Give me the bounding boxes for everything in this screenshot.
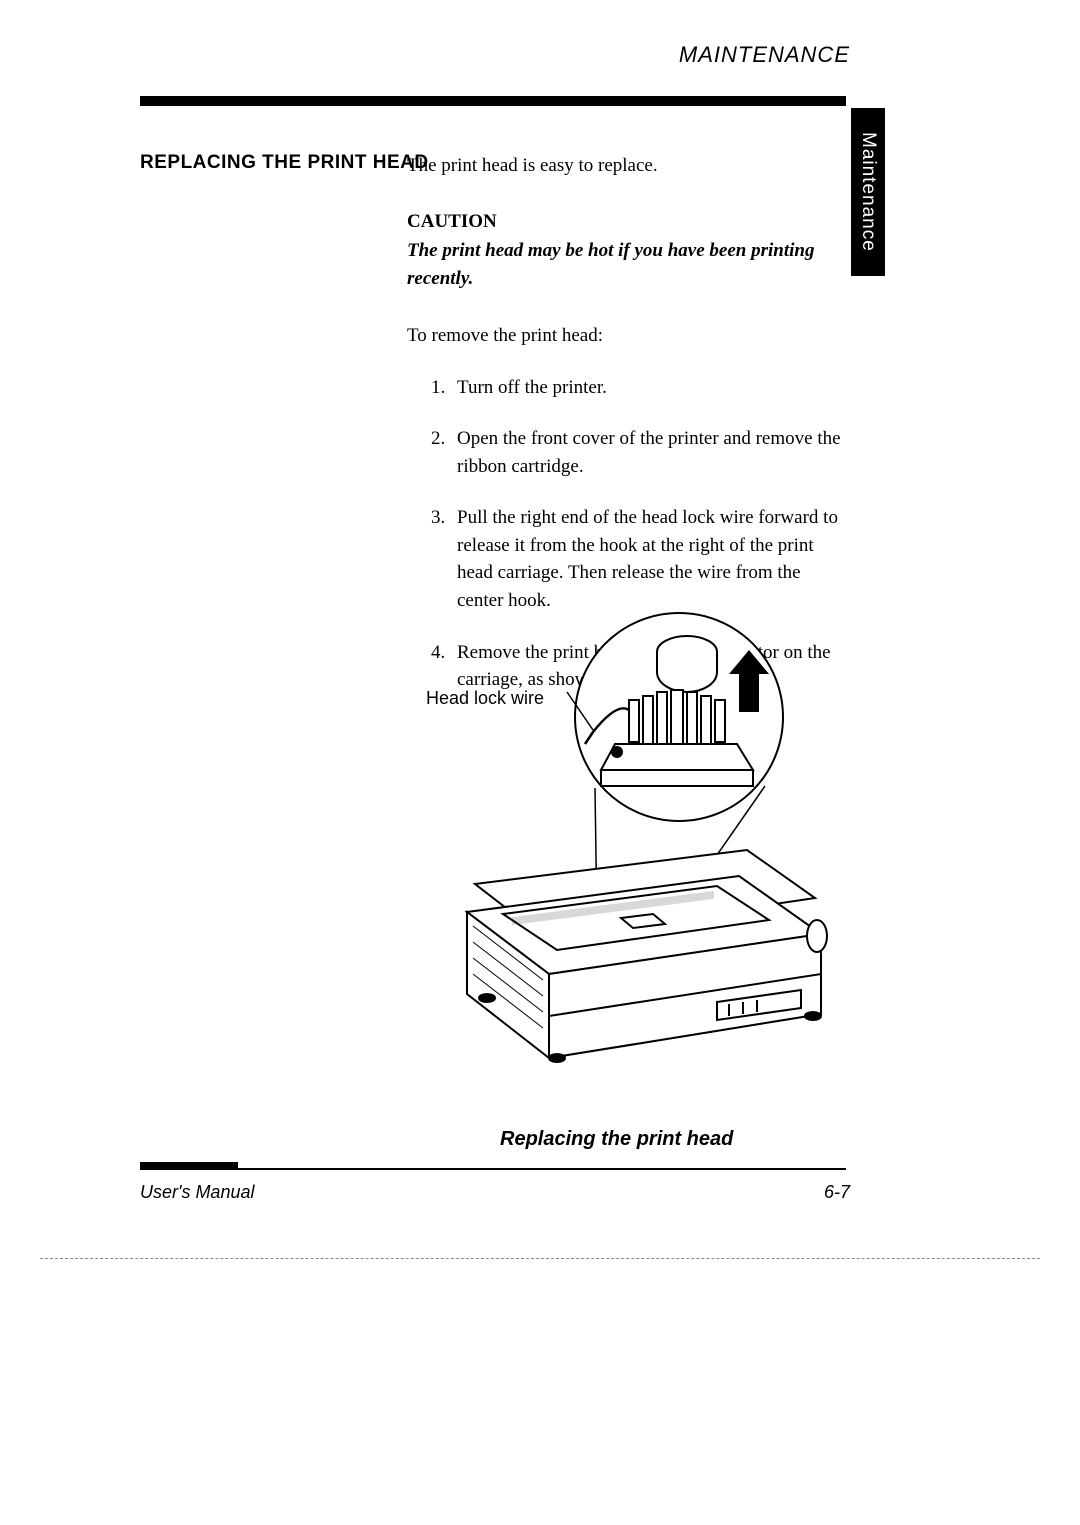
step-number: 1. (431, 374, 457, 402)
step-number: 3. (431, 504, 457, 614)
lead-text: To remove the print head: (407, 322, 845, 350)
list-item: 1.Turn off the printer. (407, 374, 845, 402)
caution-label: CAUTION (407, 208, 845, 236)
page-cut-line (40, 1258, 1040, 1259)
footer-left: User's Manual (140, 1182, 254, 1203)
top-rule (140, 96, 846, 106)
step-number: 2. (431, 425, 457, 480)
step-text: Open the front cover of the printer and … (457, 425, 845, 480)
page-header: MAINTENANCE (679, 42, 850, 68)
intro-text: The print head is easy to replace. (407, 152, 845, 180)
bottom-rule (140, 1168, 846, 1170)
side-tab-label: Maintenance (857, 132, 879, 252)
list-item: 2.Open the front cover of the printer an… (407, 425, 845, 480)
section-title: REPLACING THE PRINT HEAD (140, 152, 429, 174)
step-text: Pull the right end of the head lock wire… (457, 504, 845, 614)
page: MAINTENANCE Maintenance REPLACING THE PR… (0, 0, 1080, 1250)
figure-diagram (407, 602, 847, 1107)
footer-right: 6-7 (824, 1182, 850, 1203)
figure-caption: Replacing the print head (500, 1128, 733, 1151)
step-text: Turn off the printer. (457, 374, 845, 402)
list-item: 3.Pull the right end of the head lock wi… (407, 504, 845, 614)
caution-text: The print head may be hot if you have be… (407, 237, 845, 292)
side-tab: Maintenance (851, 108, 885, 276)
printer-diagram-icon (417, 602, 837, 1107)
